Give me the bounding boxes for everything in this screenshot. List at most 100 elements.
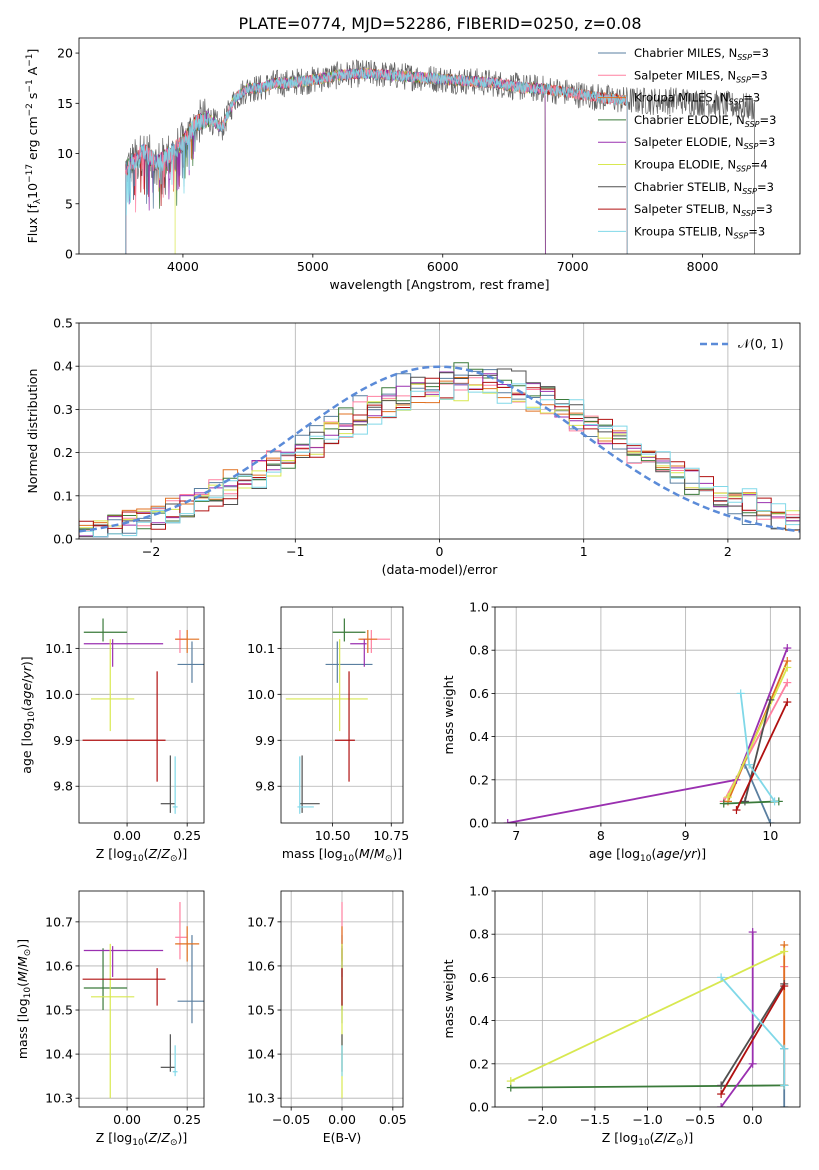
weight-line <box>720 932 754 1107</box>
chart-age-vs-mass: 10.50 10.75 9.8 9.9 10.0 10.1 mass [log10(M/M⊙… <box>247 606 409 864</box>
y-tick-label: 20 <box>57 46 73 61</box>
y-tick-label: 10.7 <box>45 914 73 929</box>
chart-residuals: −2 −1 0 1 2 0.0 0.1 0.2 0.3 0.4 0.5 (data-model)/er… <box>25 316 801 577</box>
y-tick-label: 10.0 <box>247 687 275 702</box>
weight-line <box>727 667 789 798</box>
x-tick-label: 1 <box>580 544 588 559</box>
y-tick-label: 10.0 <box>45 687 73 702</box>
legend-entry: Kroupa STELIB, NSSP=3 <box>634 224 765 240</box>
y-tick-label: 9.9 <box>255 733 275 748</box>
x-tick-label: 2 <box>724 544 732 559</box>
x-tick-label: 5000 <box>297 259 329 274</box>
y-tick-label: 0.4 <box>469 729 489 744</box>
x-tick-label: 0.05 <box>379 1112 407 1127</box>
y-tick-label: 0.6 <box>469 686 489 701</box>
y-tick-label: 10.3 <box>247 1091 275 1106</box>
plot-area <box>506 928 789 1107</box>
x-tick-label: −0.5 <box>685 1112 715 1127</box>
x-axis-label: Z [log10(Z/Z⊙)] <box>96 1130 188 1148</box>
plot-area <box>503 644 792 823</box>
legend-entry: Chabrier MILES, NSSP=3 <box>634 46 769 62</box>
plot-area <box>285 618 391 814</box>
y-tick-label: 10 <box>57 146 73 161</box>
x-tick-label: 10.75 <box>373 828 409 843</box>
y-tick-label: 0.0 <box>469 816 489 831</box>
x-axis-label: Z [log10(Z/Z⊙)] <box>96 846 188 864</box>
x-tick-label: −2.0 <box>527 1112 557 1127</box>
x-tick-label: 0 <box>436 544 444 559</box>
legend-entry: Salpeter STELIB, NSSP=3 <box>634 202 773 218</box>
y-tick-label: 10.5 <box>247 1003 275 1018</box>
x-tick-label: 6000 <box>427 259 459 274</box>
y-axis-label: mass weight <box>441 959 456 1038</box>
y-tick-label: 10.7 <box>247 914 275 929</box>
y-tick-label: 0 <box>65 247 73 262</box>
weight-line <box>723 800 779 805</box>
axes-frame <box>280 890 404 1108</box>
histogram-step <box>79 383 800 538</box>
spectrum-line <box>125 68 628 254</box>
y-tick-label: 0.6 <box>469 970 489 985</box>
axes-frame <box>280 606 404 824</box>
y-tick-label: 10.6 <box>45 958 73 973</box>
weight-line <box>510 950 785 1082</box>
weight-line <box>735 701 789 811</box>
y-tick-label: 10.1 <box>45 641 73 656</box>
y-tick-label: 1.0 <box>469 884 489 899</box>
legend-entry: Kroupa ELODIE, NSSP=4 <box>634 158 768 174</box>
spectrum-line <box>174 67 546 254</box>
x-tick-label: 10 <box>762 828 778 843</box>
x-tick-label: −1.5 <box>580 1112 610 1127</box>
chart-weight-vs-age: 7 8 9 10 0.0 0.2 0.4 0.6 0.8 1.0 age [log10(age/yr… <box>441 600 801 864</box>
legend-entry: Chabrier ELODIE, NSSP=3 <box>634 113 776 129</box>
y-tick-label: 0.8 <box>469 643 489 658</box>
weight-line <box>720 985 785 1095</box>
x-tick-label: 0.00 <box>113 828 141 843</box>
x-axis-label: age [log10(age/yr)] <box>589 846 706 864</box>
y-tick-label: 10.4 <box>247 1047 275 1062</box>
axes-frame <box>78 37 801 255</box>
x-tick-label: 7000 <box>557 259 589 274</box>
weight-line <box>510 1084 785 1089</box>
y-axis-label: age [log10(age/yr)] <box>19 656 37 773</box>
y-tick-label: 10.6 <box>247 958 275 973</box>
plot-area <box>82 618 204 814</box>
y-tick-label: 1.0 <box>469 600 489 615</box>
y-tick-label: 9.8 <box>53 779 73 794</box>
x-axis-label: wavelength [Angstrom, rest frame] <box>329 277 549 292</box>
y-tick-label: 0.3 <box>53 402 73 417</box>
chart-mass-vs-EBV: −0.05 0.00 0.05 10.3 10.4 10.5 10.6 10.7 E(B-V) <box>247 890 407 1145</box>
x-axis-label: mass [log10(M/M⊙)] <box>282 846 402 864</box>
y-tick-label: 0.2 <box>469 772 489 787</box>
chart-age-vs-Z: 0.00 0.25 9.8 9.9 10.0 10.1 Z [log10(Z/Z⊙)] age… <box>19 606 205 864</box>
y-tick-label: 9.9 <box>53 733 73 748</box>
x-tick-label: −1.0 <box>632 1112 662 1127</box>
figure-title: PLATE=0774, MJD=52286, FIBERID=0250, z=0… <box>238 14 641 33</box>
legend-entry: 𝒩(0, 1) <box>738 336 784 351</box>
y-tick-label: 0.5 <box>53 316 73 331</box>
axes-frame <box>78 606 205 824</box>
y-tick-label: 15 <box>57 96 73 111</box>
chart-mass-vs-Z: 0.00 0.25 10.3 10.4 10.5 10.6 10.7 Z [log10(Z/Z… <box>15 890 205 1148</box>
x-tick-label: 8 <box>597 828 605 843</box>
axes-frame <box>78 890 205 1108</box>
legend-entry: Salpeter ELODIE, NSSP=3 <box>634 135 775 151</box>
spectrum-legend: Chabrier MILES, NSSP=3 Salpeter MILES, NS… <box>598 46 776 240</box>
y-axis-label: mass [log10(M/M⊙)] <box>15 939 33 1059</box>
y-tick-label: 10.3 <box>45 1091 73 1106</box>
axes-frame <box>494 890 801 1108</box>
y-tick-label: 10.5 <box>45 1003 73 1018</box>
y-axis-label: mass weight <box>441 675 456 754</box>
x-axis-label: E(B-V) <box>323 1130 362 1145</box>
legend-entry: Chabrier STELIB, NSSP=3 <box>634 180 774 196</box>
y-tick-label: 9.8 <box>255 779 275 794</box>
x-tick-label: 0.00 <box>328 1112 356 1127</box>
x-tick-label: 0.25 <box>173 828 201 843</box>
plot-area <box>82 902 204 1099</box>
x-tick-label: −1 <box>286 544 304 559</box>
spectrum-line <box>125 59 755 254</box>
x-axis-label: Z [log10(Z/Z⊙)] <box>602 1130 694 1148</box>
x-tick-label: 0.0 <box>743 1112 763 1127</box>
y-tick-label: 0.2 <box>469 1056 489 1071</box>
weight-line <box>744 764 772 823</box>
